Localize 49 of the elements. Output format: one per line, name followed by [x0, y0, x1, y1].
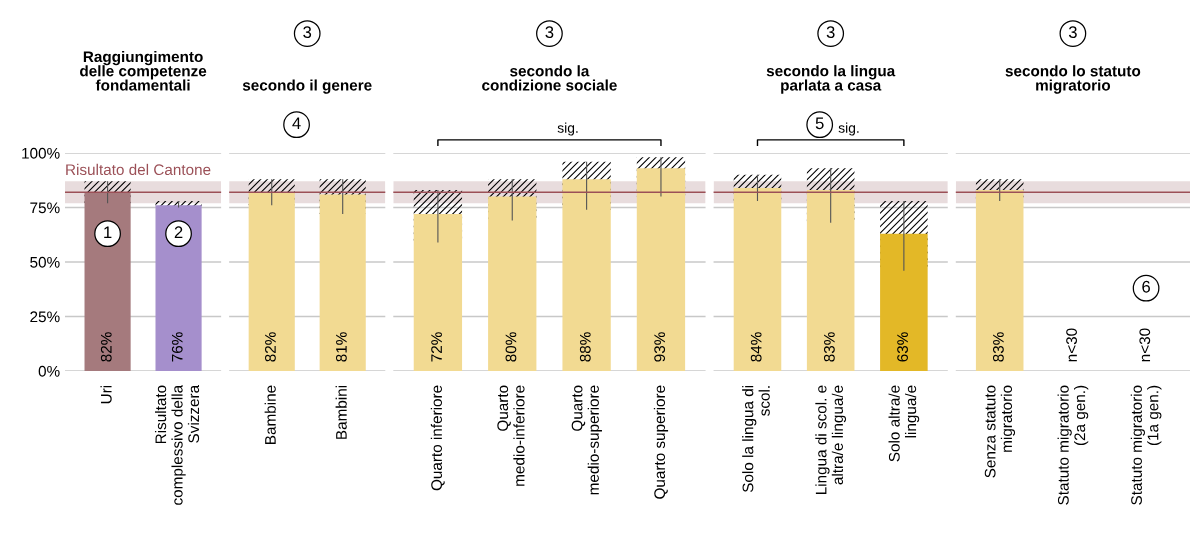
y-tick-label: 0% [38, 365, 60, 377]
x-tick-label: Bambini [335, 385, 347, 439]
data-label: 82% [265, 332, 276, 362]
data-label: 93% [654, 332, 666, 362]
text: sig. [838, 122, 859, 136]
x-tick-label: Solo la lingua di scol. [742, 385, 770, 493]
data-label: 76% [171, 332, 183, 362]
text: 3 [303, 26, 312, 39]
chart-title: secondo il genere [242, 79, 372, 94]
text: sig. [557, 122, 578, 136]
chart-title: secondo la condizione sociale [482, 65, 617, 91]
chart-title: Raggiungimento delle competenze fondamentali [80, 50, 207, 91]
data-label: 72% [431, 332, 442, 362]
annotation: 6 [1142, 280, 1150, 293]
x-tick-label: Bambine [264, 385, 276, 444]
x-tick-label: Solo altra/e lingua/e [888, 385, 920, 462]
x-tick-label: Lingua di scol. e altra/e lingua/e [815, 385, 847, 495]
ref-line-label: Risultato del Cantone [66, 163, 211, 176]
annotation: 2 [174, 226, 183, 238]
chart-title: secondo la lingua parlata a casa [766, 65, 896, 94]
text: 3 [1068, 26, 1077, 39]
data-label: 88% [579, 332, 591, 362]
data-label: 84% [750, 332, 762, 362]
text: 3 [545, 26, 554, 39]
data-label: 63% [897, 332, 908, 362]
x-tick-label: Uri [100, 385, 112, 404]
x-tick-label: Risultato complessivo della Svizzera [154, 384, 200, 505]
data-label: 83% [992, 332, 1004, 362]
y-tick-label: 100% [22, 147, 60, 159]
data-label: 81% [335, 332, 347, 362]
y-tick-label: 50% [30, 256, 60, 268]
annotation: 1 [104, 226, 112, 238]
text: n<30 [1066, 328, 1077, 362]
chart-title: secondo lo statuto migratorio [1005, 65, 1141, 94]
data-label: 83% [823, 332, 835, 362]
y-tick-label: 25% [30, 311, 60, 323]
text: n<30 [1139, 328, 1151, 362]
x-tick-label: Statuto migratorio (2a gen.) [1057, 385, 1089, 505]
text: 3 [826, 26, 835, 39]
data-label: 80% [505, 332, 517, 362]
text: 4 [292, 117, 301, 129]
x-tick-label: Senza statuto migratorio [984, 385, 1016, 478]
x-tick-label: Quarto medio-inferiore [497, 385, 525, 486]
data-label: 82% [100, 332, 112, 362]
x-tick-label: Statuto migratorio (1a gen.) [1130, 385, 1162, 505]
x-tick-label: Quarto inferiore [430, 385, 445, 491]
y-tick-label: 75% [30, 202, 60, 214]
text: 5 [815, 117, 824, 130]
x-tick-label: Quarto superiore [653, 385, 669, 499]
